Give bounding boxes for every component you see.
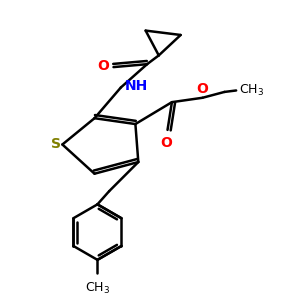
Text: O: O bbox=[160, 136, 172, 150]
Text: S: S bbox=[51, 137, 61, 152]
Text: O: O bbox=[196, 82, 208, 96]
Text: CH$_3$: CH$_3$ bbox=[85, 281, 110, 296]
Text: O: O bbox=[97, 58, 109, 73]
Text: NH: NH bbox=[125, 79, 148, 93]
Text: CH$_3$: CH$_3$ bbox=[239, 83, 264, 98]
